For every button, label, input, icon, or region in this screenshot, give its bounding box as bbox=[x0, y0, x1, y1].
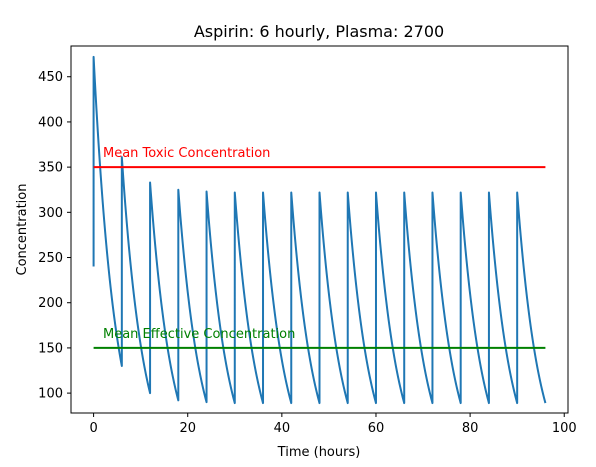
y-tick-label: 100 bbox=[38, 387, 63, 402]
y-tick-label: 200 bbox=[38, 296, 63, 311]
x-axis-label: Time (hours) bbox=[277, 445, 361, 460]
chart-title: Aspirin: 6 hourly, Plasma: 2700 bbox=[194, 22, 444, 41]
y-axis-label: Concentration bbox=[15, 184, 30, 276]
annotation-toxic: Mean Toxic Concentration bbox=[103, 146, 270, 161]
y-tick-label: 450 bbox=[38, 70, 63, 85]
x-tick-label: 20 bbox=[179, 421, 196, 436]
y-tick-label: 350 bbox=[38, 161, 63, 176]
x-tick-label: 80 bbox=[462, 421, 479, 436]
y-tick-label: 300 bbox=[38, 206, 63, 221]
y-tick-label: 400 bbox=[38, 115, 63, 130]
y-tick-label: 150 bbox=[38, 341, 63, 356]
x-tick-label: 40 bbox=[274, 421, 291, 436]
annotation-effective: Mean Effective Concentration bbox=[103, 327, 295, 342]
x-tick-label: 60 bbox=[368, 421, 385, 436]
x-tick-label: 0 bbox=[89, 421, 97, 436]
x-tick-label: 100 bbox=[552, 421, 577, 436]
y-tick-label: 250 bbox=[38, 251, 63, 266]
